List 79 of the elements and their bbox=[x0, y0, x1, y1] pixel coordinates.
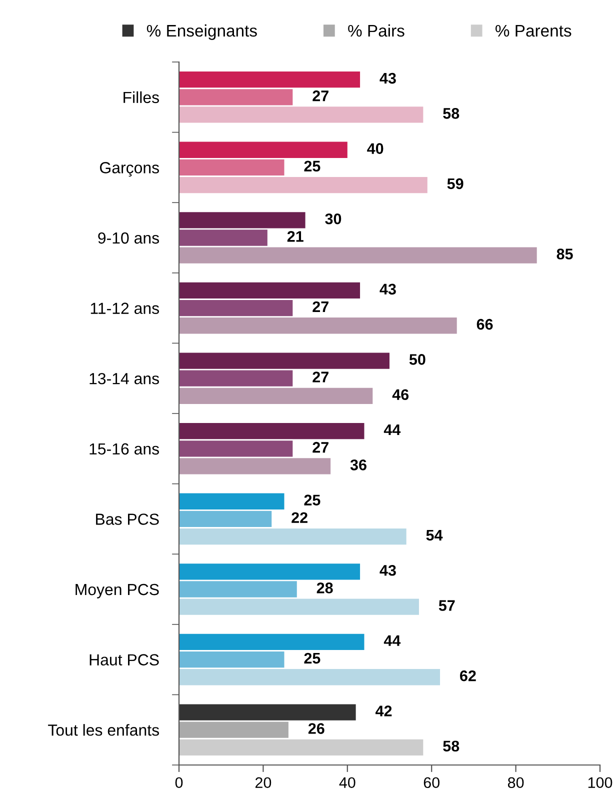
data-label: 58 bbox=[443, 740, 460, 752]
bar bbox=[179, 458, 331, 474]
bar bbox=[179, 142, 348, 158]
data-label: 46 bbox=[392, 389, 409, 400]
bar bbox=[179, 722, 288, 738]
x-tick-label: 0 bbox=[175, 777, 183, 788]
y-tick-label: 15-16 ans bbox=[90, 443, 159, 455]
y-tick-label: Garçons bbox=[100, 162, 159, 177]
bar bbox=[179, 176, 428, 194]
bar bbox=[179, 704, 356, 720]
bar bbox=[179, 422, 364, 440]
x-tick-label: 100 bbox=[588, 777, 612, 788]
y-tick-label: Bas PCS bbox=[96, 514, 159, 525]
bar bbox=[179, 510, 272, 528]
y-tick-label: Moyen PCS bbox=[76, 584, 159, 598]
legend-label: % Parents bbox=[496, 24, 572, 37]
data-label: 66 bbox=[476, 318, 493, 330]
data-label: 54 bbox=[426, 530, 443, 541]
data-label: 85 bbox=[556, 248, 573, 260]
x-tick-label: 40 bbox=[339, 777, 356, 788]
bar bbox=[179, 581, 297, 598]
data-label: 36 bbox=[350, 460, 366, 470]
data-label: 22 bbox=[292, 512, 308, 523]
bar bbox=[179, 106, 424, 123]
data-label: 25 bbox=[304, 652, 320, 664]
bar bbox=[179, 282, 360, 299]
bar bbox=[179, 440, 293, 457]
data-label: 43 bbox=[380, 72, 396, 84]
data-label: 27 bbox=[312, 372, 328, 382]
bar bbox=[179, 598, 419, 615]
y-tick-label: 13-14 ans bbox=[90, 372, 159, 384]
data-label: 44 bbox=[384, 424, 401, 436]
bar bbox=[179, 370, 293, 386]
data-label: 25 bbox=[304, 494, 320, 506]
legend-label: % Pairs bbox=[348, 24, 404, 37]
x-tick-label: 20 bbox=[255, 777, 272, 788]
data-label: 57 bbox=[438, 600, 455, 611]
bar bbox=[179, 89, 293, 106]
bar bbox=[179, 493, 284, 510]
data-label: 42 bbox=[375, 706, 392, 716]
data-label: 40 bbox=[367, 143, 384, 154]
y-tick-label: 11-12 ans bbox=[90, 302, 159, 314]
data-label: 25 bbox=[304, 160, 320, 172]
data-label: 28 bbox=[316, 582, 333, 594]
y-tick-label: Tout les enfants bbox=[48, 724, 159, 736]
bar bbox=[179, 564, 360, 580]
data-label: 43 bbox=[380, 284, 396, 295]
bar bbox=[179, 528, 406, 545]
bar bbox=[179, 71, 360, 88]
data-label: 21 bbox=[287, 231, 304, 242]
bar bbox=[179, 669, 440, 686]
data-label: 27 bbox=[312, 442, 328, 453]
bar bbox=[179, 212, 306, 228]
bar bbox=[179, 352, 390, 369]
x-tick-label: 80 bbox=[508, 777, 524, 788]
bar bbox=[179, 159, 284, 176]
bar bbox=[179, 651, 284, 668]
bar bbox=[179, 388, 373, 404]
data-label: 43 bbox=[380, 564, 396, 576]
data-label: 59 bbox=[447, 178, 464, 190]
data-label: 30 bbox=[325, 213, 342, 224]
bar bbox=[179, 318, 457, 334]
data-label: 27 bbox=[312, 90, 328, 102]
bar bbox=[179, 739, 424, 756]
y-tick-label: Filles bbox=[124, 91, 159, 104]
x-tick-label: 60 bbox=[424, 777, 440, 788]
data-label: 44 bbox=[384, 635, 401, 646]
data-label: 58 bbox=[443, 108, 460, 119]
data-label: 26 bbox=[308, 723, 324, 734]
bar bbox=[179, 300, 293, 316]
bar bbox=[179, 247, 537, 264]
data-label: 27 bbox=[312, 301, 328, 312]
legend-label: % Enseignants bbox=[146, 24, 257, 40]
data-label: 62 bbox=[460, 670, 476, 682]
y-tick-label: 9-10 ans bbox=[98, 232, 159, 244]
bar bbox=[179, 230, 268, 246]
bar bbox=[179, 634, 364, 650]
y-tick-label: Haut PCS bbox=[90, 654, 159, 666]
data-label: 50 bbox=[409, 354, 426, 365]
